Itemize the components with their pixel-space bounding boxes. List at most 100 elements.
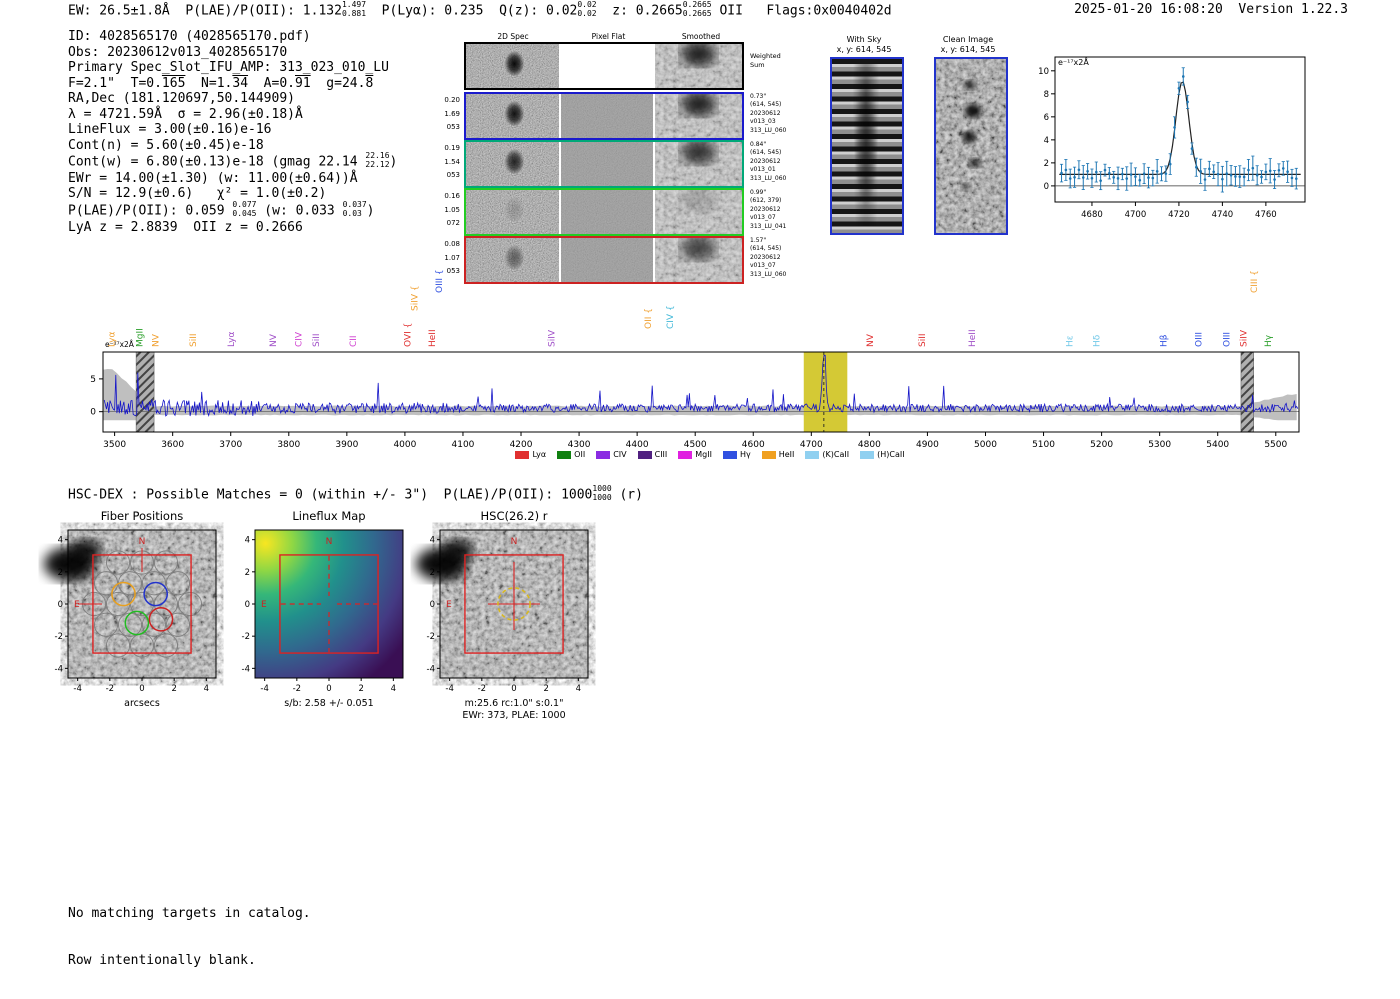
- text-segment: RA,Dec (181.120697,50.144909): [68, 91, 295, 106]
- text-segment: S/N = 12.9(±0.6) χ² = 1.0(±0.2): [68, 186, 327, 202]
- legend-item: HeII: [761, 450, 794, 459]
- legend-item: OII: [557, 450, 585, 459]
- annotation-line: 20230612: [750, 157, 781, 165]
- x-tick-label: 4300: [568, 440, 591, 450]
- spectral-line-label: MgII: [135, 328, 145, 347]
- info-line: λ = 4721.59Å σ = 2.96(±0.18)Å: [68, 107, 397, 123]
- data-point: [1255, 173, 1259, 177]
- hsc-caption-2: EWr: 373, PLAE: 1000: [462, 710, 566, 721]
- text-segment: g=24.: [310, 75, 366, 91]
- source-blob: [965, 104, 981, 118]
- data-point: [1225, 172, 1229, 175]
- spectral-line-label: OVI {: [404, 323, 414, 347]
- text-segment: ID: 4028565170 (4028565170.pdf): [68, 29, 311, 44]
- spectral-line-label: Hβ: [1160, 334, 1170, 347]
- text-segment: Cont(n) = 5.60(±0.45)e-18: [68, 137, 264, 153]
- hi-value: 0.077: [232, 199, 257, 209]
- legend-label: MgII: [695, 450, 712, 459]
- text-segment: Cont(w) = 6.80(±0.13)e-18 (gmag 22.14: [68, 154, 366, 170]
- cutout-row: [464, 92, 744, 140]
- smooth-blob: [681, 238, 716, 260]
- highlighted-fiber-circle: [148, 606, 174, 632]
- data-point: [1160, 172, 1163, 176]
- data-points: [1059, 67, 1298, 193]
- data-point: [1138, 178, 1142, 182]
- x-tick-label: -4: [445, 684, 453, 694]
- hi-value: 0.037: [342, 199, 367, 209]
- hi-lo-uncertainty: 0.02 0.02: [577, 0, 596, 19]
- spectral-line-label: SiIV: [548, 329, 558, 347]
- data-point: [1186, 100, 1189, 104]
- galaxy-blob: [70, 539, 102, 561]
- legend-item: Lyα: [515, 450, 546, 459]
- y-tick-label: 0: [430, 600, 435, 610]
- cutout-row-annotation: 0.84" (614, 545) 20230612 v013_01 313_LU_060: [750, 141, 822, 183]
- text-segment: A=0.: [248, 75, 295, 91]
- text-segment: z: 0.2665: [596, 3, 683, 19]
- text-segment: N=1.: [185, 75, 233, 91]
- score-value: 1.07: [444, 253, 460, 262]
- x-tick-label: 5200: [1090, 440, 1113, 450]
- data-point: [1212, 170, 1215, 174]
- y-tick-label: 5: [90, 375, 96, 385]
- data-point: [1229, 173, 1233, 177]
- spectrum-trace: [103, 354, 1299, 417]
- x-tick-label: 4800: [858, 440, 881, 450]
- info-line: P(LAE)/P(OII): 0.059 0.077 0.045 (w: 0.03…: [68, 199, 397, 220]
- fiber-circle: [93, 612, 119, 637]
- x-tick-label: -4: [260, 684, 268, 694]
- score-value: 0.16: [444, 192, 460, 200]
- flat-texture: [561, 94, 653, 138]
- y-tick-label: 0: [90, 408, 96, 418]
- spectral-line-label: OIII {: [435, 269, 445, 293]
- y-tick-label: 8: [1044, 90, 1049, 100]
- y-tick-label: 4: [1044, 136, 1049, 146]
- lineflux-caption: s/b: 2.58 +/- 0.051: [284, 698, 374, 709]
- highlighted-fiber-circle: [124, 610, 150, 636]
- spectral-line-label: Lyα: [108, 331, 118, 347]
- source-blob: [961, 183, 971, 191]
- spectral-line-label: Hδ: [1092, 334, 1102, 347]
- spectral-line-label: NV: [269, 333, 279, 347]
- detection-info-block: ID: 4028565170 (4028565170.pdf) Obs: 2023…: [68, 29, 397, 235]
- cutout-row-scores: 0.20 1.69 053: [428, 94, 460, 135]
- legend-label: CIV: [613, 450, 627, 459]
- smooth-blob: [681, 142, 716, 164]
- annotation-line: 0.84": [750, 141, 767, 148]
- hi-lo-uncertainty: 0.2665 0.2665: [683, 0, 712, 19]
- flat-texture: [561, 142, 653, 186]
- x-tick-label: 4700: [1125, 210, 1147, 220]
- data-point: [1081, 176, 1085, 179]
- annotation-line: v013_03: [750, 118, 776, 126]
- spectral-line-label: Lyα: [227, 331, 237, 347]
- lo-value: 0.045: [232, 208, 257, 218]
- text-segment: λ = 4721.59Å σ = 2.96(±0.18)Å: [68, 106, 303, 122]
- cutout-row: [464, 188, 744, 236]
- spectral-line-label: OII {: [644, 308, 654, 329]
- text-segment: Primary Spec_Slot_IFU_AMP: 313_023_010_L…: [68, 60, 389, 75]
- source-blob: [504, 148, 525, 175]
- hi-lo-uncertainty: 1.497 0.881: [342, 0, 366, 19]
- x-tick-label: -4: [73, 684, 81, 694]
- annotation-line: 313_LU_041: [750, 222, 787, 230]
- source-blob: [964, 80, 976, 90]
- y-tick-label: -4: [242, 664, 250, 674]
- y-tick-label: 4: [430, 536, 435, 546]
- y-tick-label: 2: [58, 568, 63, 578]
- data-point: [1090, 176, 1094, 180]
- x-tick-label: -2: [478, 684, 486, 694]
- x-tick-label: -2: [293, 684, 301, 694]
- data-point: [1273, 178, 1276, 181]
- cutout-row-scores: 0.19 1.54 053: [428, 142, 460, 183]
- data-point: [1095, 170, 1098, 174]
- y-tick-label: -2: [55, 632, 63, 642]
- overline-segment: 165: [161, 75, 186, 91]
- clean-image-canvas: [936, 59, 1006, 233]
- aperture-circle: [497, 587, 531, 621]
- fiber-circle: [153, 550, 179, 575]
- annotation-line: 0.73": [750, 93, 767, 100]
- legend-item: (K)CaII: [805, 450, 849, 459]
- footer-line-1: No matching targets in catalog.: [68, 906, 311, 921]
- legend-label: Lyα: [532, 450, 547, 459]
- data-point: [1147, 176, 1150, 179]
